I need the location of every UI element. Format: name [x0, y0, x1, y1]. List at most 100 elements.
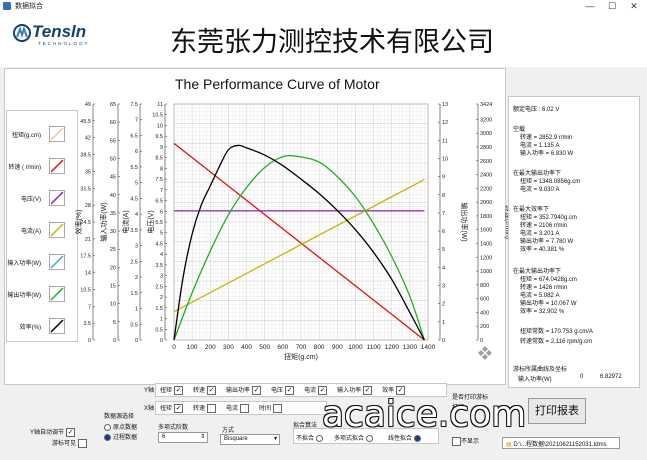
legend-label: 转速 ( r/min)	[8, 165, 41, 171]
left-tick-label: 5.5	[130, 165, 138, 171]
left-tick-label: 1	[135, 307, 138, 313]
constant-line: 转速常数 = 2.116 rpm/g.cm	[520, 339, 593, 345]
right-tick-label: 2200	[480, 186, 492, 192]
legend-item[interactable]: 电压(V)	[7, 187, 69, 209]
x-axis-checkbox[interactable]: 扭矩 ✓	[160, 403, 184, 413]
legend-item[interactable]: 效率(%)	[7, 315, 69, 337]
print-report-button[interactable]: 打印报表	[528, 398, 586, 424]
legend-item[interactable]: 扭矩(g.cm)	[7, 123, 69, 145]
print-option-print[interactable]: 打印	[452, 405, 465, 411]
noload-line: 转速 = 2852.9 r/min	[520, 135, 573, 141]
legend-item[interactable]: 转速 ( r/min)	[7, 155, 69, 177]
cursor-visible-label[interactable]: 游标可见	[52, 438, 88, 448]
x-tick-label: 200	[205, 344, 216, 351]
right-tick-label: 5	[442, 247, 445, 253]
maxpower-title: 在最大输出功率下	[513, 269, 562, 275]
chart-title: The Performance Curve of Motor	[175, 76, 380, 92]
left-tick-label: 6.5	[130, 133, 138, 139]
fit-option-none[interactable]: 不拟合	[296, 433, 325, 442]
close-button[interactable]: ✕	[630, 1, 638, 11]
left-tick-label: 3.5	[83, 321, 91, 327]
left-tick-label: 24.5	[80, 220, 91, 226]
left-tick-label: 45.5	[80, 119, 91, 125]
maxeff-line: 转速 = 2106 r/min	[520, 223, 568, 229]
maxeff-line: 电流 = 3.201 A	[520, 231, 560, 237]
left-tick-label: 3	[135, 244, 138, 250]
right-tick-label: 12	[442, 120, 448, 126]
source-option-process[interactable]: 过程数据	[104, 432, 137, 441]
data-file-path[interactable]: ▤ D:\...程数据\20210621152031.tdms	[502, 437, 620, 449]
left-tick-label: 2.5	[155, 284, 163, 290]
legend-label: 输入功率(W)	[7, 261, 41, 267]
cursor-title: 游标所属曲线及坐标	[513, 367, 568, 373]
poly-order-input[interactable]: 6 ⇕	[158, 432, 208, 443]
left-tick-label: 40	[110, 193, 116, 199]
x-tick-label: 1400	[421, 344, 436, 351]
logo-text: Tensln	[32, 22, 87, 41]
right-tick-label: 3	[442, 284, 445, 290]
right-tick-label: 0	[480, 338, 483, 344]
x-axis-checkbox[interactable]: 转速	[193, 403, 217, 413]
y-axis-checkbox[interactable]: 电压 ✓	[271, 385, 295, 395]
right-tick-label: 10	[442, 156, 448, 162]
minimize-button[interactable]: —	[585, 1, 595, 11]
left-tick-label: 0	[113, 338, 116, 344]
y-axis-row	[155, 383, 447, 397]
legend-swatch[interactable]	[49, 158, 65, 174]
y-auto-label[interactable]: Y轴自动调节 ✓	[30, 427, 76, 437]
left-tick-label: 65	[110, 102, 116, 108]
left-tick-label: 10.5	[152, 113, 163, 119]
legend-swatch[interactable]	[49, 318, 65, 334]
source-option-origin[interactable]: 原点数据	[104, 422, 137, 431]
left-tick-label: 7	[88, 304, 91, 310]
left-tick-label: 3	[160, 274, 163, 280]
y-axis-checkbox[interactable]: 扭矩 ✓	[160, 385, 184, 395]
legend-swatch[interactable]	[49, 222, 65, 238]
y-axis-checkbox[interactable]: 转速 ✓	[193, 385, 217, 395]
y-axis-checkbox[interactable]: 电流 ✓	[304, 385, 328, 395]
left-tick-label: 5.5	[155, 220, 163, 226]
noload-title: 空载	[513, 127, 526, 133]
x-tick-label: 600	[277, 344, 288, 351]
y-axis-checkbox[interactable]: 输入功率 ✓	[337, 385, 373, 395]
left-tick-label: 5	[160, 231, 163, 237]
x-tick-label: 700	[296, 344, 307, 351]
legend-label: 输出功率(W)	[7, 293, 41, 299]
legend-swatch[interactable]	[49, 286, 65, 302]
maxpower-line: 扭矩 = 674.0428g.cm	[520, 277, 577, 283]
x-axis-checkbox[interactable]: 电流	[226, 403, 250, 413]
fit-option-linear[interactable]: 线性拟合	[388, 433, 423, 442]
cursor-curve[interactable]: 输入功率(W)	[518, 377, 552, 383]
left-tick-label: 6	[160, 209, 163, 215]
pan-zoom-icon[interactable]	[477, 345, 493, 361]
left-tick-label: 0	[135, 338, 138, 344]
left-tick-label: 17.5	[80, 254, 91, 260]
legend-swatch[interactable]	[49, 254, 65, 270]
left-tick-label: 50	[110, 156, 116, 162]
print-option-hide[interactable]: 不显示	[450, 436, 479, 446]
x-tick-label: 400	[241, 344, 252, 351]
right-tick-label: 1400	[480, 242, 492, 248]
y-axis-checkbox[interactable]: 输出功率 ✓	[226, 385, 262, 395]
legend-item[interactable]: 输入功率(W)	[7, 251, 69, 273]
left-tick-label: 4	[135, 212, 138, 218]
maxeff-line: 扭矩 = 352.7940g.cm	[520, 215, 577, 221]
info-panel	[508, 96, 640, 388]
restore-button[interactable]: ☐	[607, 1, 617, 11]
maxpower-line: 转速 = 1426 r/min	[520, 285, 568, 291]
x-axis-checkbox[interactable]: 时间	[259, 403, 283, 413]
y-axis-checkbox[interactable]: 效率 ✓	[382, 385, 406, 395]
x-tick-label: 900	[332, 344, 343, 351]
fit-option-poly[interactable]: 多项式拟合	[334, 433, 375, 442]
left-tick-label: 35	[85, 169, 91, 175]
method-select[interactable]: Bisquare ▾	[220, 434, 280, 445]
maxout-line: 扭矩 = 1348.0856g.cm	[520, 179, 581, 185]
left-tick-label: 45	[110, 175, 116, 181]
legend-item[interactable]: 输出功率(W)	[7, 283, 69, 305]
right-tick-label: 400	[480, 310, 489, 316]
legend-item[interactable]: 电流(A)	[7, 219, 69, 241]
right-tick-label: 800	[480, 283, 489, 289]
legend-swatch[interactable]	[49, 126, 65, 142]
legend-swatch[interactable]	[49, 190, 65, 206]
maxeff-title: 在最大效率下	[513, 207, 550, 213]
